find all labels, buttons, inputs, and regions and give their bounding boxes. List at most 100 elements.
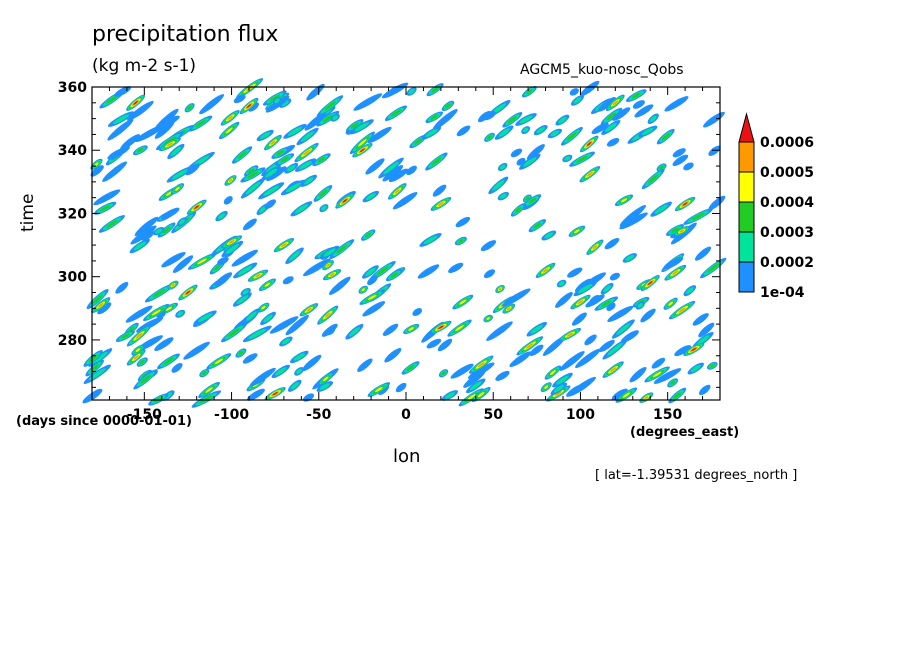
precip-cell xyxy=(683,162,694,171)
precipitation-field xyxy=(82,78,727,408)
precip-cell xyxy=(280,179,306,196)
precip-cell xyxy=(483,314,493,323)
precip-cell xyxy=(597,97,616,112)
precip-cell xyxy=(502,303,516,314)
precip-cell xyxy=(107,146,130,160)
precip-cell xyxy=(521,126,531,135)
precip-cell xyxy=(552,372,573,388)
precip-cell xyxy=(349,119,374,135)
precip-cell xyxy=(533,125,548,136)
precip-cell xyxy=(349,131,375,154)
precip-cell xyxy=(569,88,579,96)
precip-cell xyxy=(480,240,497,252)
precip-cell xyxy=(87,388,102,401)
precip-cell xyxy=(115,330,135,342)
precip-cell xyxy=(166,166,193,183)
precip-cell xyxy=(421,126,442,140)
precip-cell xyxy=(571,312,587,326)
precip-cell xyxy=(285,314,309,336)
precip-cell xyxy=(509,351,532,368)
precip-cell xyxy=(656,128,675,145)
precip-cell xyxy=(573,281,597,297)
precip-cell xyxy=(154,337,174,352)
precip-cell xyxy=(663,297,678,310)
precip-cell xyxy=(90,165,104,177)
precip-cell xyxy=(486,321,513,341)
precip-cell xyxy=(361,229,376,241)
precip-cell xyxy=(395,382,407,393)
precip-cell xyxy=(521,86,537,98)
precip-cell xyxy=(384,348,402,363)
precip-cell xyxy=(483,269,496,279)
precip-cell xyxy=(510,148,523,158)
precip-cell xyxy=(188,115,213,132)
precip-cell xyxy=(133,145,148,156)
precip-cell xyxy=(352,143,373,158)
precip-cell xyxy=(316,95,344,117)
precip-cell xyxy=(219,121,240,140)
precip-cell xyxy=(378,157,404,179)
precip-cell xyxy=(698,322,715,338)
precip-cell xyxy=(456,125,471,137)
precip-cell xyxy=(641,168,665,190)
precip-cell xyxy=(367,126,392,144)
precip-cell xyxy=(134,216,159,237)
precip-cell xyxy=(607,305,634,322)
precip-cell xyxy=(619,212,648,230)
precip-cell xyxy=(273,237,295,253)
colorbar: 1e-04 0.0002 0.0003 0.0004 0.0005 0.0006 xyxy=(738,112,814,301)
precip-cell xyxy=(694,246,712,261)
precip-cell xyxy=(568,376,596,397)
precip-cell xyxy=(262,90,287,106)
precip-cell xyxy=(284,162,299,174)
precip-cell xyxy=(668,387,687,404)
x-axis-label: lon xyxy=(393,446,421,467)
precip-cell xyxy=(127,100,154,121)
precip-cell xyxy=(167,143,185,159)
precip-cell xyxy=(426,83,444,97)
precip-cell xyxy=(206,353,232,370)
precip-cell xyxy=(136,357,148,367)
precip-cell xyxy=(317,372,334,386)
precip-cell xyxy=(312,153,331,167)
precip-cell xyxy=(640,275,660,292)
precip-cell xyxy=(224,175,237,186)
precip-cell xyxy=(385,268,403,282)
y-tick-label: 280 xyxy=(58,333,87,349)
precip-cell xyxy=(584,334,597,346)
precip-cell xyxy=(261,165,281,181)
precip-cell xyxy=(269,316,299,334)
precip-cell xyxy=(412,308,423,317)
precip-cell xyxy=(83,350,103,367)
precip-cell xyxy=(692,313,709,326)
precip-cell xyxy=(131,344,145,356)
precip-cell xyxy=(569,151,596,167)
precip-cell xyxy=(441,390,459,401)
precip-cell xyxy=(248,102,259,112)
colorbar-swatch xyxy=(738,261,755,293)
precip-cell xyxy=(97,302,112,315)
precip-cell xyxy=(430,197,452,211)
precip-cell xyxy=(384,105,408,122)
precip-cell xyxy=(568,225,586,237)
precip-cell xyxy=(501,288,531,307)
precip-cell xyxy=(497,191,509,201)
precip-cell xyxy=(683,208,713,225)
precip-cell xyxy=(294,367,304,376)
precip-cell xyxy=(601,119,621,135)
plot-frame xyxy=(91,86,721,401)
precip-cell xyxy=(437,338,453,352)
precip-cell xyxy=(425,111,443,124)
precip-cell xyxy=(329,239,355,260)
precip-cell xyxy=(172,255,194,273)
precip-cell xyxy=(632,100,645,109)
precip-cell xyxy=(687,362,704,375)
precip-cell xyxy=(467,362,495,379)
precip-cell xyxy=(264,387,286,401)
precip-cell xyxy=(217,256,229,266)
precip-cell xyxy=(231,249,258,267)
colorbar-label: 0.0005 xyxy=(760,165,814,181)
precip-cell xyxy=(668,300,696,320)
precip-cell xyxy=(285,247,304,265)
precip-cell xyxy=(579,166,601,183)
